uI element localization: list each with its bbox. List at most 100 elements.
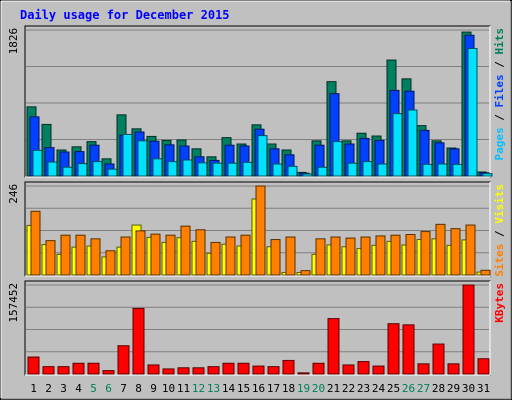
- bar-sites-day-4: [75, 234, 86, 276]
- bar-kbytes-day-28: [432, 343, 445, 375]
- bar-sites-day-18: [285, 236, 296, 276]
- panel-hits-files-pages-legend-label: Pages / Files / Hits: [493, 28, 506, 161]
- bar-pages-day-19: [302, 173, 313, 177]
- x-tick-label-20: 20: [312, 382, 325, 395]
- bar-sites-day-21: [330, 236, 341, 276]
- x-tick-label-6: 6: [105, 382, 112, 395]
- x-tick-label-10: 10: [162, 382, 175, 395]
- bar-sites-day-5: [90, 238, 101, 276]
- x-tick-label-15: 15: [237, 382, 250, 395]
- x-tick-label-8: 8: [135, 382, 142, 395]
- bar-kbytes-day-6: [102, 370, 115, 375]
- bar-sites-day-13: [210, 241, 221, 276]
- bar-sites-day-3: [60, 234, 71, 276]
- bar-pages-day-21: [332, 141, 343, 177]
- bar-sites-day-8: [135, 230, 146, 276]
- x-axis-labels: 1 2 3 4 5 6 7 8 9 10 11 12 13 14 15 16 17 18 19 20 21 22 23 24 2…: [30, 382, 490, 395]
- panel-hits-files-pages-ymax-label: 1826: [7, 28, 20, 55]
- x-tick-label-14: 14: [222, 382, 236, 395]
- bar-pages-day-27: [422, 163, 433, 177]
- legend-part-kbytes: KBytes: [493, 283, 506, 323]
- bar-pages-day-22: [347, 162, 358, 177]
- bar-sites-day-7: [120, 236, 131, 276]
- bar-kbytes-day-25: [387, 323, 400, 375]
- bar-sites-day-10: [165, 234, 176, 276]
- bar-pages-day-31: [482, 173, 493, 177]
- chart-title: Daily usage for December 2015: [20, 8, 230, 22]
- bar-pages-day-15: [242, 161, 253, 177]
- x-tick-label-4: 4: [75, 382, 82, 395]
- bar-pages-day-6: [107, 168, 118, 177]
- bar-kbytes-day-15: [237, 362, 250, 375]
- bar-kbytes-day-18: [282, 359, 295, 375]
- panel-kbytes: 157452 KBytes: [7, 280, 506, 376]
- bar-kbytes-day-13: [207, 366, 220, 375]
- bar-sites-day-14: [225, 236, 236, 276]
- bar-kbytes-day-12: [192, 367, 205, 375]
- x-tick-label-9: 9: [150, 382, 157, 395]
- bar-pages-day-11: [182, 159, 193, 177]
- bar-pages-day-5: [92, 161, 103, 177]
- bar-sites-day-9: [150, 233, 161, 276]
- x-tick-label-28: 28: [432, 382, 445, 395]
- bar-pages-day-25: [392, 113, 403, 177]
- bar-kbytes-day-27: [417, 363, 430, 375]
- x-tick-label-13: 13: [207, 382, 220, 395]
- bar-kbytes-day-24: [372, 365, 385, 375]
- legend-part-files: Files: [493, 74, 506, 107]
- bar-pages-day-26: [407, 109, 418, 177]
- x-tick-label-11: 11: [177, 382, 190, 395]
- bar-pages-day-18: [287, 165, 298, 177]
- bar-kbytes-day-5: [87, 362, 100, 375]
- bar-kbytes-day-22: [342, 364, 355, 375]
- panel-hits-files-pages: 1826 Pages / Files / Hits: [7, 25, 506, 178]
- x-tick-label-22: 22: [342, 382, 355, 395]
- x-tick-label-25: 25: [387, 382, 400, 395]
- bar-sites-day-24: [375, 235, 386, 276]
- bar-kbytes-day-8: [132, 307, 145, 375]
- bar-sites-day-25: [390, 234, 401, 276]
- bar-sites-day-1: [30, 210, 41, 276]
- x-tick-label-1: 1: [30, 382, 37, 395]
- x-tick-label-23: 23: [357, 382, 370, 395]
- bar-sites-day-23: [360, 236, 371, 276]
- legend-part-hits: Hits: [493, 28, 506, 55]
- x-tick-label-12: 12: [192, 382, 205, 395]
- x-tick-label-18: 18: [282, 382, 295, 395]
- x-tick-label-19: 19: [297, 382, 310, 395]
- bar-pages-day-4: [77, 163, 88, 177]
- panel-visits-sites-ymax-label: 246: [7, 184, 20, 204]
- x-tick-label-17: 17: [267, 382, 280, 395]
- x-tick-label-26: 26: [402, 382, 415, 395]
- bar-kbytes-day-20: [312, 362, 325, 375]
- panel-kbytes-legend-label: KBytes: [493, 283, 506, 323]
- bar-pages-day-10: [167, 161, 178, 177]
- x-tick-label-30: 30: [462, 382, 475, 395]
- bar-pages-day-3: [62, 166, 73, 177]
- legend-part-visits: Visits: [493, 184, 506, 224]
- bar-kbytes-day-7: [117, 345, 130, 375]
- x-tick-label-3: 3: [60, 382, 67, 395]
- bar-sites-day-17: [270, 239, 281, 276]
- legend-part--: /: [493, 224, 506, 244]
- bar-kbytes-day-31: [477, 358, 490, 375]
- bar-sites-day-28: [435, 223, 446, 276]
- bar-sites-day-19: [300, 270, 311, 276]
- bar-kbytes-day-14: [222, 362, 235, 375]
- bar-kbytes-day-16: [252, 365, 265, 375]
- bar-sites-day-22: [345, 237, 356, 276]
- bar-pages-day-12: [197, 162, 208, 177]
- panel-kbytes-background: [24, 280, 491, 376]
- legend-part--: /: [493, 108, 506, 128]
- bar-pages-day-28: [437, 163, 448, 177]
- bar-pages-day-14: [227, 162, 238, 177]
- bar-kbytes-day-23: [357, 361, 370, 375]
- x-tick-label-31: 31: [477, 382, 490, 395]
- bar-kbytes-day-30: [462, 284, 475, 375]
- x-tick-label-29: 29: [447, 382, 460, 395]
- bar-sites-day-11: [180, 225, 191, 276]
- bar-sites-day-20: [315, 238, 326, 276]
- bar-pages-day-30: [467, 47, 478, 177]
- bar-kbytes-day-17: [267, 366, 280, 375]
